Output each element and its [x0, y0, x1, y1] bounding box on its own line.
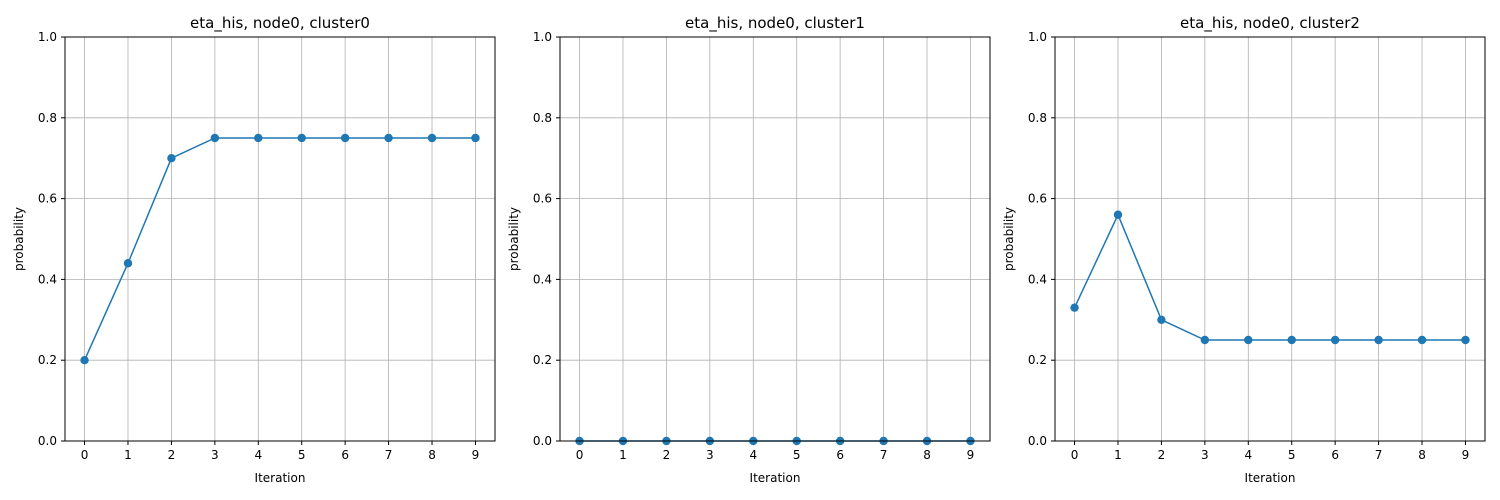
data-point [1374, 335, 1383, 345]
y-tick-label: 0.0 [1028, 434, 1047, 448]
data-point [1330, 335, 1340, 345]
x-tick-label: 5 [793, 448, 801, 462]
x-tick-label: 4 [254, 448, 262, 462]
series-line [83, 137, 476, 361]
x-tick-label: 7 [880, 448, 888, 462]
x-axis-label: Iteration [255, 471, 306, 485]
data-point [427, 133, 437, 143]
data-point [1157, 315, 1166, 324]
x-tick-label: 9 [967, 448, 975, 462]
x-tick-label: 2 [1158, 448, 1166, 462]
x-tick-label: 3 [706, 448, 714, 462]
x-tick-label: 4 [749, 448, 757, 462]
y-axis-label: probability [1002, 207, 1016, 271]
data-point [80, 356, 89, 365]
data-point [1287, 335, 1296, 345]
x-tick-label: 9 [1462, 448, 1470, 462]
y-tick-label: 0.6 [1028, 192, 1047, 206]
data-point [167, 154, 176, 163]
y-tick-label: 0.6 [533, 192, 552, 206]
subplot-1: 0 1 2 3 4 5 6 7 8 9 0.0 0.2 0.4 0.6 0.8 1.0 eta_his, nod… [507, 14, 991, 485]
y-tick-label: 0.4 [1028, 272, 1047, 286]
chart-title: eta_his, node0, cluster2 [1180, 14, 1360, 33]
series-line [1073, 212, 1466, 341]
y-tick-label: 0.2 [38, 353, 57, 367]
axes-frame [559, 36, 991, 442]
y-tick-label: 0.8 [533, 111, 552, 125]
data-point [1461, 335, 1470, 345]
data-point [1070, 303, 1079, 312]
x-tick-label: 1 [1114, 448, 1122, 462]
y-tick-label: 0.2 [1028, 353, 1047, 367]
x-axis-label: Iteration [750, 471, 801, 485]
data-point [340, 133, 350, 143]
x-tick-label: 1 [619, 448, 627, 462]
data-point [210, 133, 220, 143]
y-tick-label: 0.8 [1028, 111, 1047, 125]
y-tick-label: 0.0 [38, 434, 57, 448]
y-tick-label: 1.0 [533, 30, 552, 44]
x-tick-label: 4 [1244, 448, 1252, 462]
x-axis-label: Iteration [1245, 471, 1296, 485]
x-tick-label: 6 [341, 448, 349, 462]
x-tick-label: 1 [124, 448, 132, 462]
y-tick-label: 1.0 [38, 30, 57, 44]
axes-frame [1054, 36, 1486, 442]
x-tick-label: 0 [576, 448, 584, 462]
y-tick-label: 1.0 [1028, 30, 1047, 44]
data-point [1113, 210, 1123, 219]
x-tick-label: 0 [1071, 448, 1079, 462]
y-tick-label: 0.4 [38, 272, 57, 286]
data-point [1244, 335, 1253, 345]
data-point [297, 133, 306, 143]
subplot-2: 0 1 2 3 4 5 6 7 8 9 0.0 0.2 0.4 0.6 0.8 1.0 eta_his, nod… [1002, 14, 1486, 485]
x-tick-label: 7 [385, 448, 393, 462]
x-tick-label: 8 [428, 448, 436, 462]
y-tick-label: 0.8 [38, 111, 57, 125]
chart-title: eta_his, node0, cluster0 [190, 14, 370, 33]
x-tick-label: 2 [663, 448, 671, 462]
data-point [123, 259, 133, 268]
x-tick-label: 5 [1288, 448, 1296, 462]
x-tick-label: 5 [298, 448, 306, 462]
data-point [254, 133, 263, 143]
x-tick-label: 6 [1331, 448, 1339, 462]
y-axis-label: probability [507, 207, 521, 271]
x-tick-label: 7 [1375, 448, 1383, 462]
data-point [471, 133, 480, 143]
y-tick-label: 0.2 [533, 353, 552, 367]
x-tick-label: 8 [1418, 448, 1426, 462]
x-tick-label: 3 [1201, 448, 1209, 462]
axes-frame [64, 36, 496, 442]
subplot-0: 0 1 2 3 4 5 6 7 8 9 0.0 0.2 0.4 0.6 0.8 1.0 eta_his, nod… [12, 14, 496, 485]
data-point [1417, 335, 1427, 345]
x-tick-label: 3 [211, 448, 219, 462]
y-tick-label: 0.6 [38, 192, 57, 206]
y-axis-label: probability [12, 207, 26, 271]
data-point [1200, 335, 1210, 345]
x-tick-label: 9 [472, 448, 480, 462]
chart-title: eta_his, node0, cluster1 [685, 14, 865, 33]
y-tick-label: 0.4 [533, 272, 552, 286]
y-tick-label: 0.0 [533, 434, 552, 448]
x-tick-label: 2 [168, 448, 176, 462]
data-point [384, 133, 393, 143]
x-tick-label: 6 [836, 448, 844, 462]
x-tick-label: 8 [923, 448, 931, 462]
x-tick-label: 0 [81, 448, 89, 462]
